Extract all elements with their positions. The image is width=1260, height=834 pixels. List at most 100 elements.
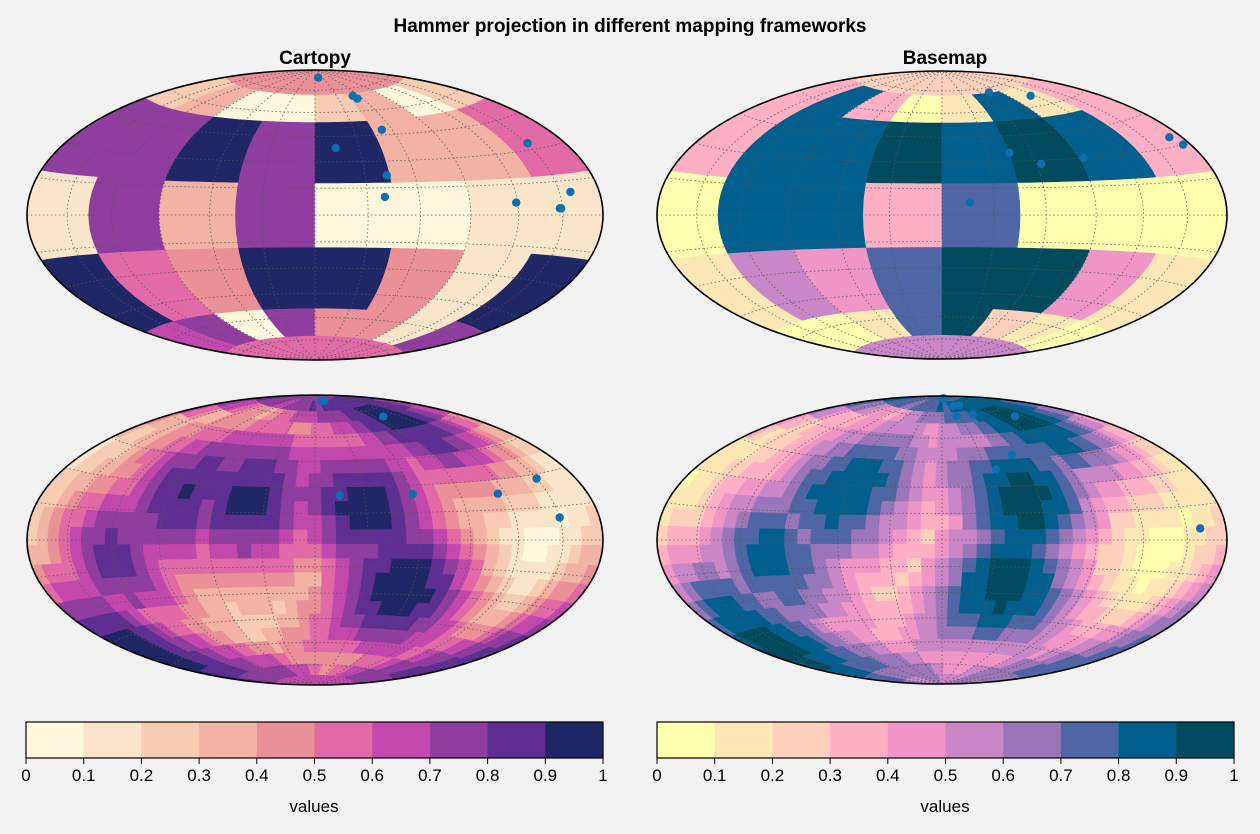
colorbar-tick-label: 0.1 bbox=[703, 766, 727, 785]
scatter-point bbox=[949, 401, 958, 411]
contour-cell bbox=[417, 513, 434, 530]
contour-cell bbox=[1015, 557, 1032, 574]
colorbar-swatch bbox=[830, 722, 889, 758]
colorbar-tick-label: 0.3 bbox=[818, 766, 842, 785]
contour-cell bbox=[937, 638, 947, 652]
contour-cell bbox=[920, 543, 936, 559]
contour-cell bbox=[837, 543, 853, 559]
contour-cell bbox=[298, 446, 311, 461]
contour-cell bbox=[236, 543, 253, 559]
contour-cell bbox=[312, 395, 318, 401]
contour-cell bbox=[948, 543, 964, 559]
colorbar-swatch bbox=[1060, 722, 1120, 758]
contour-cell bbox=[223, 514, 240, 530]
contour-cell bbox=[283, 599, 299, 615]
contour-cell bbox=[308, 459, 322, 474]
colorbar-tick-label: 0.3 bbox=[187, 766, 211, 785]
contour-cell bbox=[924, 612, 938, 627]
contour-cell bbox=[1058, 528, 1074, 545]
contour-cell bbox=[511, 527, 526, 545]
contour-cell bbox=[823, 528, 839, 545]
contour-cell bbox=[1031, 528, 1047, 545]
contour-cell bbox=[405, 543, 421, 559]
scatter-point bbox=[1037, 159, 1046, 169]
colorbar-tick-label: 0.9 bbox=[1164, 766, 1188, 785]
contour-cell bbox=[580, 524, 594, 546]
contour-cell bbox=[976, 543, 992, 559]
contour-cell bbox=[294, 571, 309, 587]
contour-cell bbox=[569, 525, 583, 546]
parallel-line bbox=[36, 241, 594, 253]
contour-cell bbox=[142, 527, 157, 545]
map-outline bbox=[26, 394, 604, 686]
colorbar-tick-label: 0 bbox=[652, 766, 661, 785]
parallel-line bbox=[240, 74, 390, 91]
contour-cell bbox=[432, 543, 448, 560]
contour-cell bbox=[988, 557, 1005, 573]
colorbar-tick-label: 0.9 bbox=[533, 766, 557, 785]
contour-cell bbox=[224, 557, 241, 574]
contour-cell bbox=[1171, 526, 1185, 545]
contour-cell bbox=[498, 527, 513, 545]
contour-cell bbox=[129, 527, 144, 545]
contour-cell bbox=[837, 513, 854, 530]
contour-cell bbox=[936, 447, 948, 461]
colorbar-swatch bbox=[545, 722, 604, 758]
contour-cell bbox=[1072, 528, 1087, 545]
contour-cell bbox=[237, 557, 255, 574]
meridian-line bbox=[941, 396, 995, 684]
scatter-point bbox=[955, 401, 964, 410]
scatter-point bbox=[952, 411, 961, 420]
contour-cell bbox=[699, 526, 713, 545]
contour-cell bbox=[311, 395, 320, 401]
contour-cell bbox=[362, 557, 379, 573]
parallel-line bbox=[240, 399, 390, 416]
parallel-line bbox=[867, 75, 1017, 92]
meridian-line bbox=[209, 70, 316, 360]
contour-cell bbox=[878, 514, 895, 530]
pcolor-cell bbox=[314, 181, 395, 249]
scatter-point bbox=[512, 198, 521, 207]
contour-cell bbox=[535, 526, 549, 545]
contour-cell bbox=[497, 543, 513, 561]
contour-cell bbox=[36, 524, 50, 546]
scatter-point bbox=[408, 489, 417, 499]
contour-cell bbox=[348, 557, 365, 573]
contour-cell bbox=[810, 543, 826, 560]
scatter-point bbox=[379, 412, 388, 421]
contour-cell bbox=[389, 557, 406, 574]
meridian-line bbox=[314, 395, 421, 685]
contour-cell bbox=[865, 557, 882, 573]
scatter-point bbox=[1196, 524, 1205, 533]
contour-cell bbox=[923, 599, 937, 614]
colorbar-tick-label: 0.7 bbox=[418, 766, 442, 785]
contour-cell bbox=[308, 599, 322, 614]
contour-cell bbox=[486, 527, 501, 545]
parallel-line bbox=[36, 177, 594, 189]
colorbar-swatch bbox=[314, 722, 373, 758]
contour-cell bbox=[771, 543, 787, 560]
map-outline bbox=[656, 70, 1228, 360]
contour-cell bbox=[104, 527, 119, 545]
colorbar-tick-label: 1 bbox=[1229, 766, 1238, 785]
contour-cell bbox=[710, 526, 724, 545]
contour-cell bbox=[279, 528, 295, 544]
contour-cell bbox=[758, 527, 773, 545]
contour-cell bbox=[666, 525, 680, 546]
parallel-line bbox=[695, 142, 1189, 163]
contour-cell bbox=[923, 396, 962, 399]
scatter-point bbox=[555, 204, 564, 213]
colorbar-swatch bbox=[1003, 722, 1062, 758]
meridian-line bbox=[314, 395, 369, 685]
contour-cell bbox=[293, 528, 309, 544]
meridian-line bbox=[314, 70, 369, 360]
contour-cell bbox=[47, 525, 61, 546]
colorbar-swatch bbox=[26, 722, 85, 758]
contour-cell bbox=[209, 513, 226, 530]
meridian-line bbox=[110, 70, 316, 360]
meridian-line bbox=[314, 395, 520, 685]
colorbar-tick-label: 0 bbox=[21, 766, 30, 785]
contour-cell bbox=[58, 525, 72, 545]
contour-cell bbox=[296, 599, 310, 614]
figure-title: Hammer projection in different mapping f… bbox=[394, 16, 867, 37]
